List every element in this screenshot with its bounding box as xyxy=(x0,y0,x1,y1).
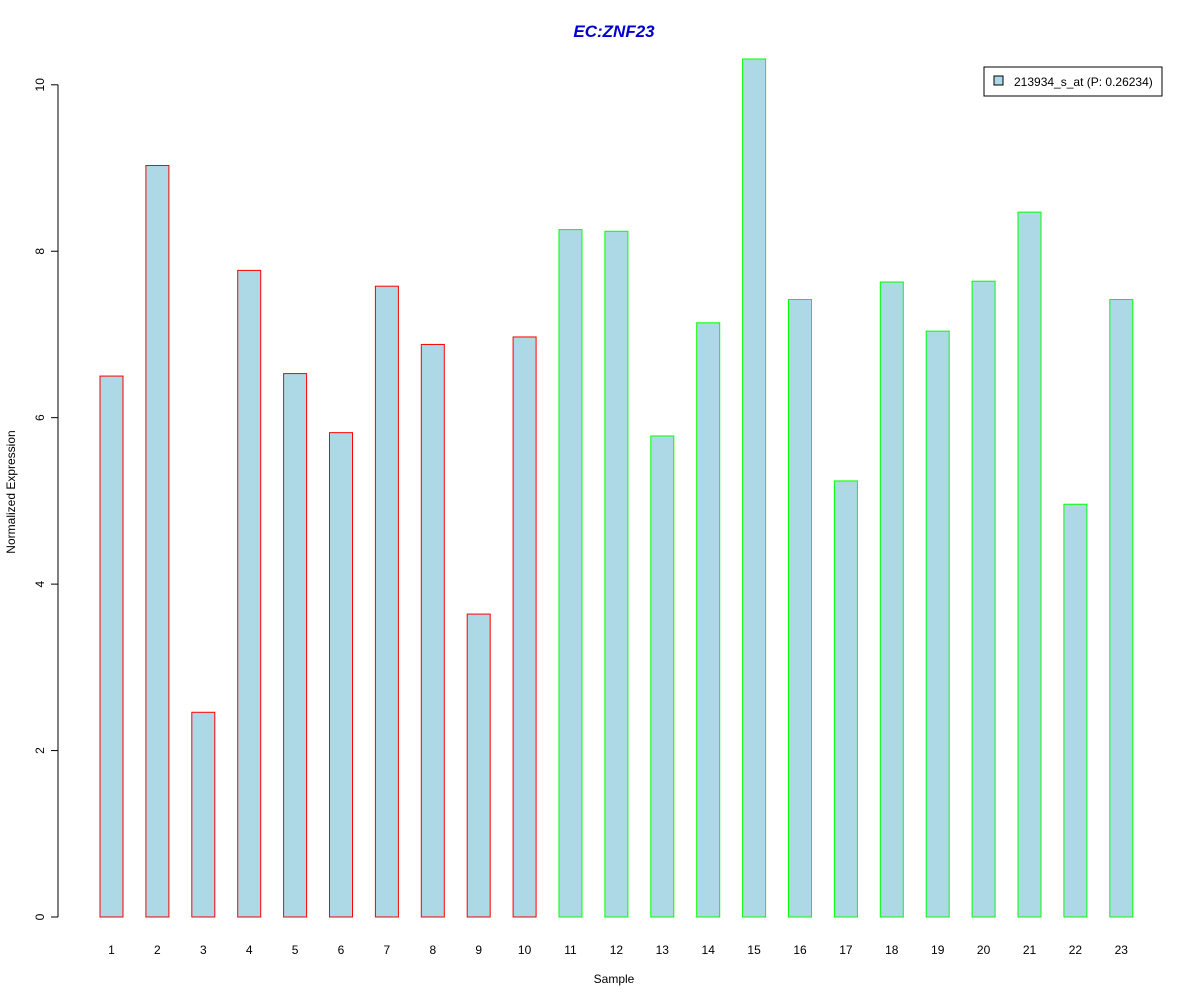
y-axis: 0 2 4 6 8 10 xyxy=(33,78,59,920)
x-tick-label: 5 xyxy=(292,943,299,957)
bar-sample-21 xyxy=(1017,211,1042,918)
bar-sample-15 xyxy=(742,58,767,918)
x-tick-label: 11 xyxy=(564,943,577,957)
legend-box xyxy=(983,66,1163,97)
bar-sample-14 xyxy=(696,322,721,918)
x-tick-label: 15 xyxy=(747,943,761,957)
bar-sample-10 xyxy=(512,336,537,918)
chart-title: EC:ZNF23 xyxy=(573,22,655,41)
legend: 213934_s_at (P: 0.26234) xyxy=(983,66,1163,97)
y-axis-label: Normalized Expression xyxy=(4,430,18,553)
y-tick-label: 8 xyxy=(33,248,47,255)
legend-swatch xyxy=(993,75,1004,86)
y-tick-label: 4 xyxy=(33,580,47,587)
x-tick-label: 21 xyxy=(1023,943,1037,957)
x-tick-label: 4 xyxy=(246,943,253,957)
bar-sample-23 xyxy=(1109,299,1134,918)
x-tick-label: 10 xyxy=(518,943,532,957)
x-tick-label: 19 xyxy=(931,943,945,957)
y-tick-label: 10 xyxy=(33,78,47,92)
bar-sample-1 xyxy=(99,375,124,918)
bar-sample-4 xyxy=(237,269,262,918)
x-tick-label: 8 xyxy=(429,943,436,957)
x-tick-label: 9 xyxy=(475,943,482,957)
y-tick-label: 2 xyxy=(33,747,47,754)
x-tick-label: 3 xyxy=(200,943,207,957)
x-tick-label: 20 xyxy=(977,943,991,957)
x-tick-label: 2 xyxy=(154,943,161,957)
bar-sample-20 xyxy=(971,280,996,918)
bar-sample-18 xyxy=(879,281,904,918)
bar-sample-7 xyxy=(374,285,399,918)
bar-sample-13 xyxy=(650,435,675,918)
x-tick-label: 1 xyxy=(108,943,115,957)
x-axis: 1 2 3 4 5 6 7 8 9 10 11 12 13 14 15 16 17 18 19 20 21 22 23 xyxy=(108,943,1128,957)
bar-sample-19 xyxy=(925,330,950,918)
x-tick-label: 23 xyxy=(1115,943,1129,957)
bar-sample-22 xyxy=(1063,503,1088,918)
x-tick-label: 16 xyxy=(793,943,807,957)
bar-sample-11 xyxy=(558,229,583,918)
bar-sample-8 xyxy=(420,343,445,918)
x-axis-label: Sample xyxy=(594,972,635,986)
bar-sample-17 xyxy=(833,480,858,918)
x-tick-label: 17 xyxy=(839,943,853,957)
bar-sample-2 xyxy=(145,165,170,918)
x-tick-label: 22 xyxy=(1069,943,1083,957)
bar-sample-3 xyxy=(191,711,216,918)
x-tick-label: 12 xyxy=(610,943,624,957)
legend-series-label: 213934_s_at (P: 0.26234) xyxy=(1014,75,1153,89)
x-tick-label: 13 xyxy=(656,943,670,957)
bar-sample-6 xyxy=(329,432,353,918)
y-tick-label: 0 xyxy=(33,913,47,920)
x-tick-label: 18 xyxy=(885,943,899,957)
bar-sample-16 xyxy=(788,299,812,918)
x-tick-label: 14 xyxy=(702,943,716,957)
bar-sample-12 xyxy=(604,230,629,918)
x-tick-label: 6 xyxy=(338,943,345,957)
bar-sample-5 xyxy=(283,373,308,918)
bar-series xyxy=(99,58,1134,918)
y-tick-label: 6 xyxy=(33,414,47,421)
bar-sample-9 xyxy=(466,613,491,918)
x-tick-label: 7 xyxy=(384,943,391,957)
